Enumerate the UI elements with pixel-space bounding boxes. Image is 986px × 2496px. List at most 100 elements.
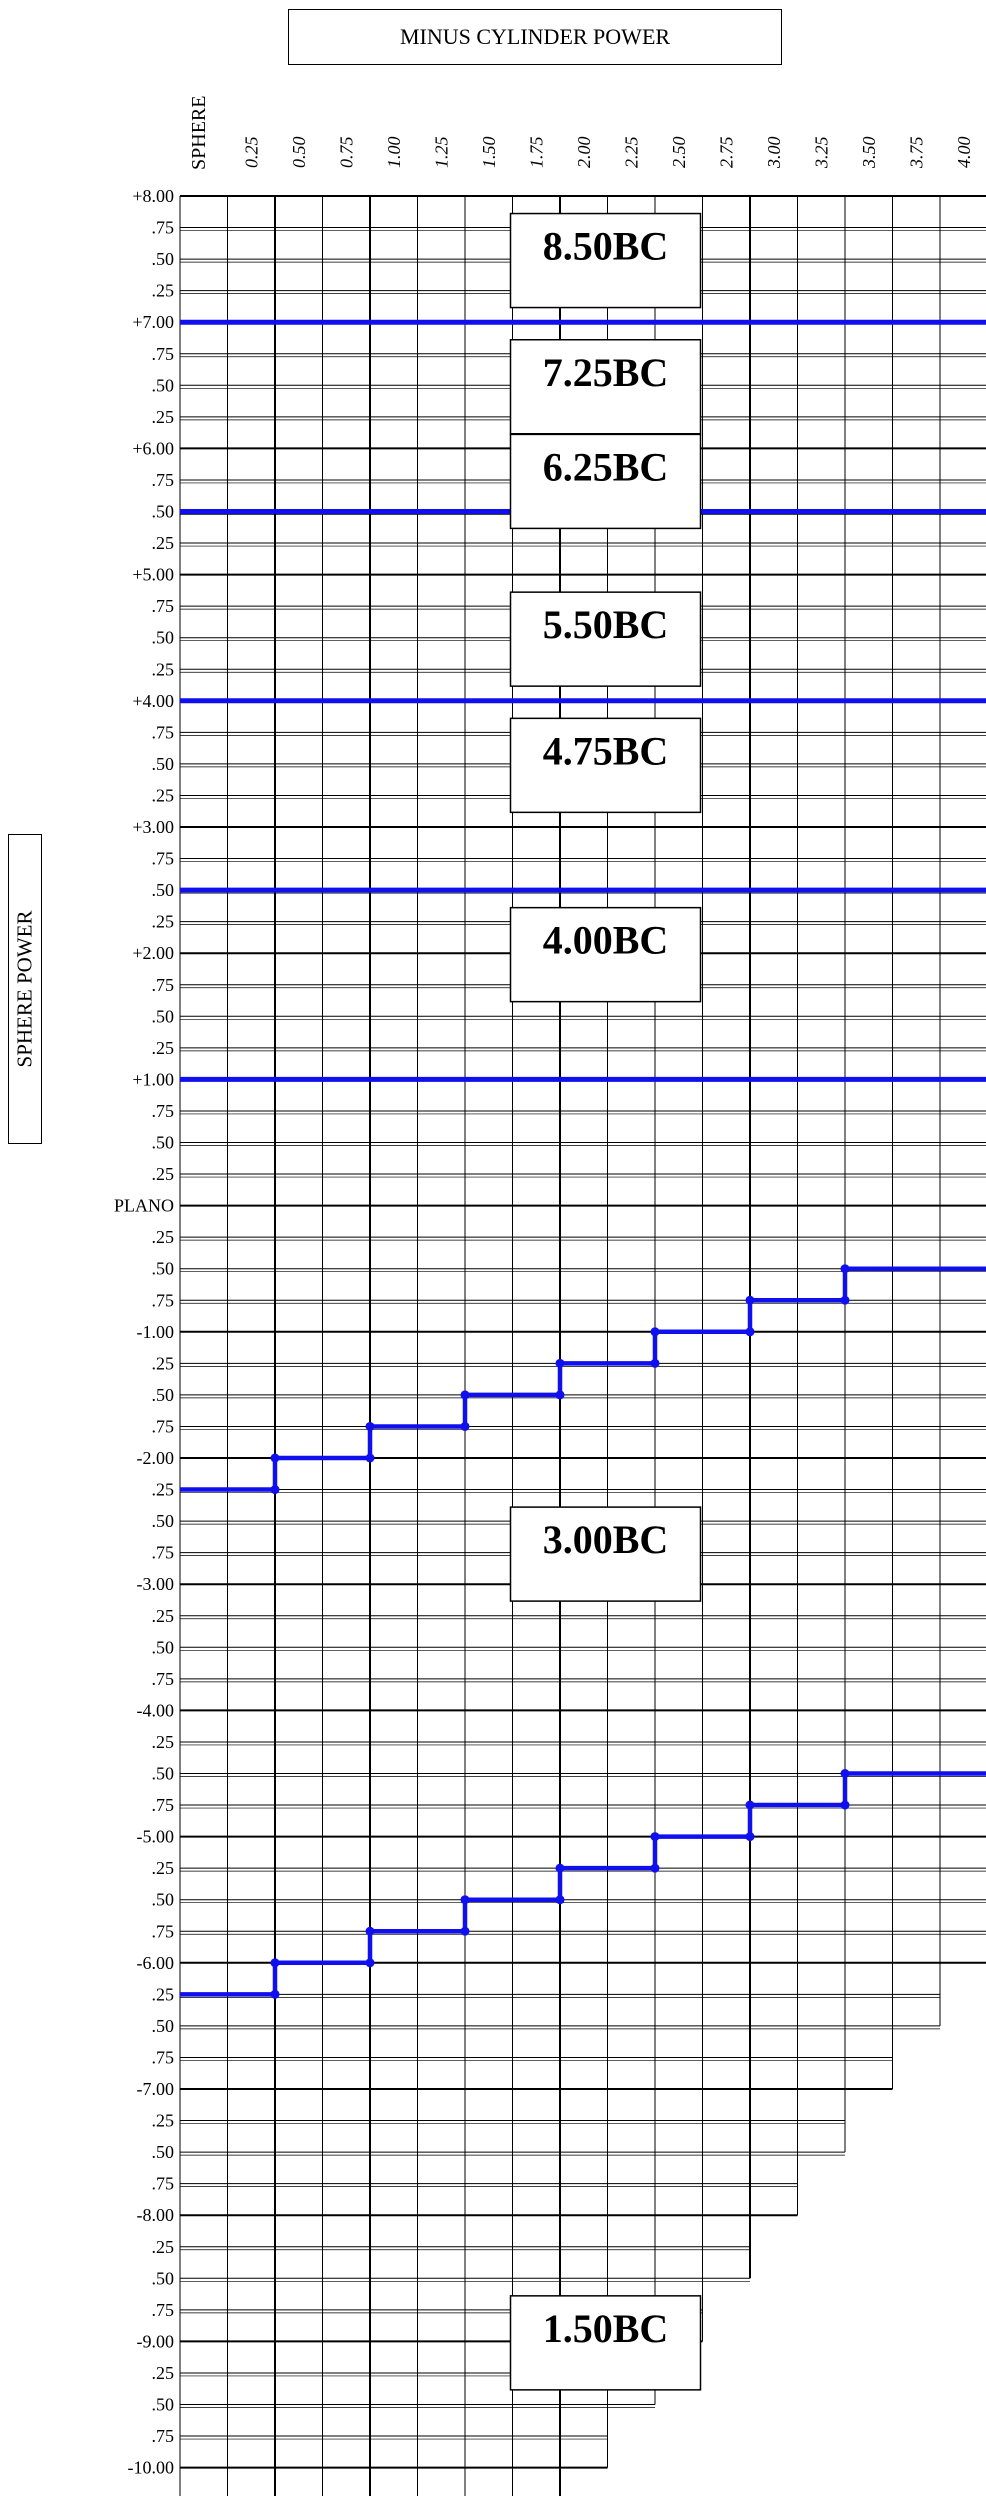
row-label: .75	[152, 2174, 175, 2194]
minus-cylinder-power-title: MINUS CYLINDER POWER	[288, 9, 782, 65]
row-label: .50	[152, 754, 175, 774]
stair-vertex	[270, 1453, 280, 1463]
row-label: -9.00	[137, 2331, 175, 2351]
row-label: .75	[152, 1795, 175, 1815]
base-curve-boxes: 8.50BC 7.25BC 6.25BC 5.50BC 4.75BC 4.00BC 3.00…	[509, 212, 702, 2391]
column-label: 3.75	[906, 137, 926, 170]
row-label: .50	[152, 1259, 175, 1279]
base-curve-box	[509, 339, 702, 435]
row-label: .25	[152, 2363, 175, 2383]
row-label: .75	[152, 344, 175, 364]
row-label: .75	[152, 2047, 175, 2067]
column-label: 2.75	[716, 137, 736, 169]
column-label: 0.25	[241, 137, 261, 169]
row-label: .50	[152, 1637, 175, 1657]
row-labels: +8.00 .75 .50 .25 +7.00 .75 .50 .25 +6.00 .75 .50.…	[114, 186, 174, 2478]
stair-vertex	[650, 1832, 660, 1842]
stair-vertex	[460, 1926, 470, 1936]
row-label: +8.00	[132, 186, 174, 206]
stair-vertex	[745, 1800, 755, 1810]
row-label: .25	[152, 2111, 175, 2131]
row-label: -7.00	[137, 2079, 175, 2099]
row-label: .50	[152, 880, 175, 900]
base-curve-label: 8.50BC	[543, 224, 669, 269]
row-label: +7.00	[132, 312, 174, 332]
column-label: 1.50	[479, 137, 499, 169]
base-curve-stair	[180, 1771, 986, 1997]
column-label: 3.25	[811, 137, 831, 170]
row-label: .50	[152, 1890, 175, 1910]
stair-vertex	[365, 1926, 375, 1936]
row-label: .25	[152, 659, 175, 679]
row-label: .25	[152, 2237, 175, 2257]
row-label: .25	[152, 1984, 175, 2004]
base-curve-label: 1.50BC	[543, 2306, 669, 2351]
column-labels: SPHERE 0.25 0.50 0.75 1.00 1.25 1.50 1.75 2.00 2.…	[188, 96, 974, 170]
stair-vertex	[460, 1895, 470, 1905]
row-label: .50	[152, 249, 175, 269]
row-label: .25	[152, 785, 175, 805]
stair-vertex	[365, 1958, 375, 1968]
row-label: -8.00	[137, 2205, 175, 2225]
stair-vertex	[555, 1895, 565, 1905]
row-label: .25	[152, 1480, 175, 1500]
base-curve-label: 4.00BC	[543, 918, 669, 963]
row-label: .25	[152, 407, 175, 427]
column-label: 0.50	[289, 137, 309, 169]
column-label: 0.75	[336, 137, 356, 169]
row-label: +4.00	[132, 691, 174, 711]
grid	[179, 195, 986, 2496]
base-curve-box	[509, 717, 702, 814]
row-label: -10.00	[128, 2458, 175, 2478]
stair-vertex	[840, 1264, 850, 1274]
stair-vertex	[460, 1390, 470, 1400]
column-label: 3.50	[859, 137, 879, 170]
row-label: -3.00	[137, 1574, 175, 1594]
stair-vertex	[650, 1863, 660, 1873]
row-label: .50	[152, 2268, 175, 2288]
stair-vertex	[270, 1989, 280, 1999]
row-label: .50	[152, 2395, 175, 2415]
sphere-power-title: SPHERE POWER	[8, 834, 42, 1144]
base-curve-label: 3.00BC	[543, 1517, 669, 1562]
stair-vertex	[270, 1958, 280, 1968]
row-label: .25	[152, 1353, 175, 1373]
row-label: -1.00	[137, 1322, 175, 1342]
row-label: -2.00	[137, 1448, 175, 1468]
column-label: 1.00	[384, 137, 404, 169]
row-label: .75	[152, 975, 175, 995]
row-label: .25	[152, 1038, 175, 1058]
column-header-sphere: SPHERE	[188, 96, 210, 170]
stair-vertex	[745, 1327, 755, 1337]
row-label: .75	[152, 2300, 175, 2320]
row-label: PLANO	[114, 1196, 174, 1216]
row-label: .75	[152, 1543, 175, 1563]
stair-vertex	[650, 1327, 660, 1337]
row-label: +1.00	[132, 1069, 174, 1089]
base-curve-label: 5.50BC	[543, 602, 669, 647]
row-label: .25	[152, 281, 175, 301]
row-label: -5.00	[137, 1827, 175, 1847]
stair-vertex	[270, 1485, 280, 1495]
row-label: .75	[152, 849, 175, 869]
row-label: +2.00	[132, 943, 174, 963]
row-label: .75	[152, 596, 175, 616]
row-label: .25	[152, 533, 175, 553]
row-label: .75	[152, 1416, 175, 1436]
row-label: .50	[152, 375, 175, 395]
row-label: .25	[152, 1732, 175, 1752]
row-label: .50	[152, 1511, 175, 1531]
row-label: .25	[152, 1858, 175, 1878]
row-label: .25	[152, 912, 175, 932]
base-curve-box	[509, 906, 702, 1003]
row-label: .50	[152, 1385, 175, 1405]
column-label: 2.00	[574, 137, 594, 169]
row-label: .75	[152, 2426, 175, 2446]
row-label: .50	[152, 2016, 175, 2036]
column-label: 4.00	[954, 137, 974, 169]
base-curve-box	[509, 433, 702, 530]
column-label: 2.25	[621, 137, 641, 169]
row-label: .75	[152, 722, 175, 742]
base-curve-box	[509, 591, 702, 687]
stair-vertex	[840, 1295, 850, 1305]
